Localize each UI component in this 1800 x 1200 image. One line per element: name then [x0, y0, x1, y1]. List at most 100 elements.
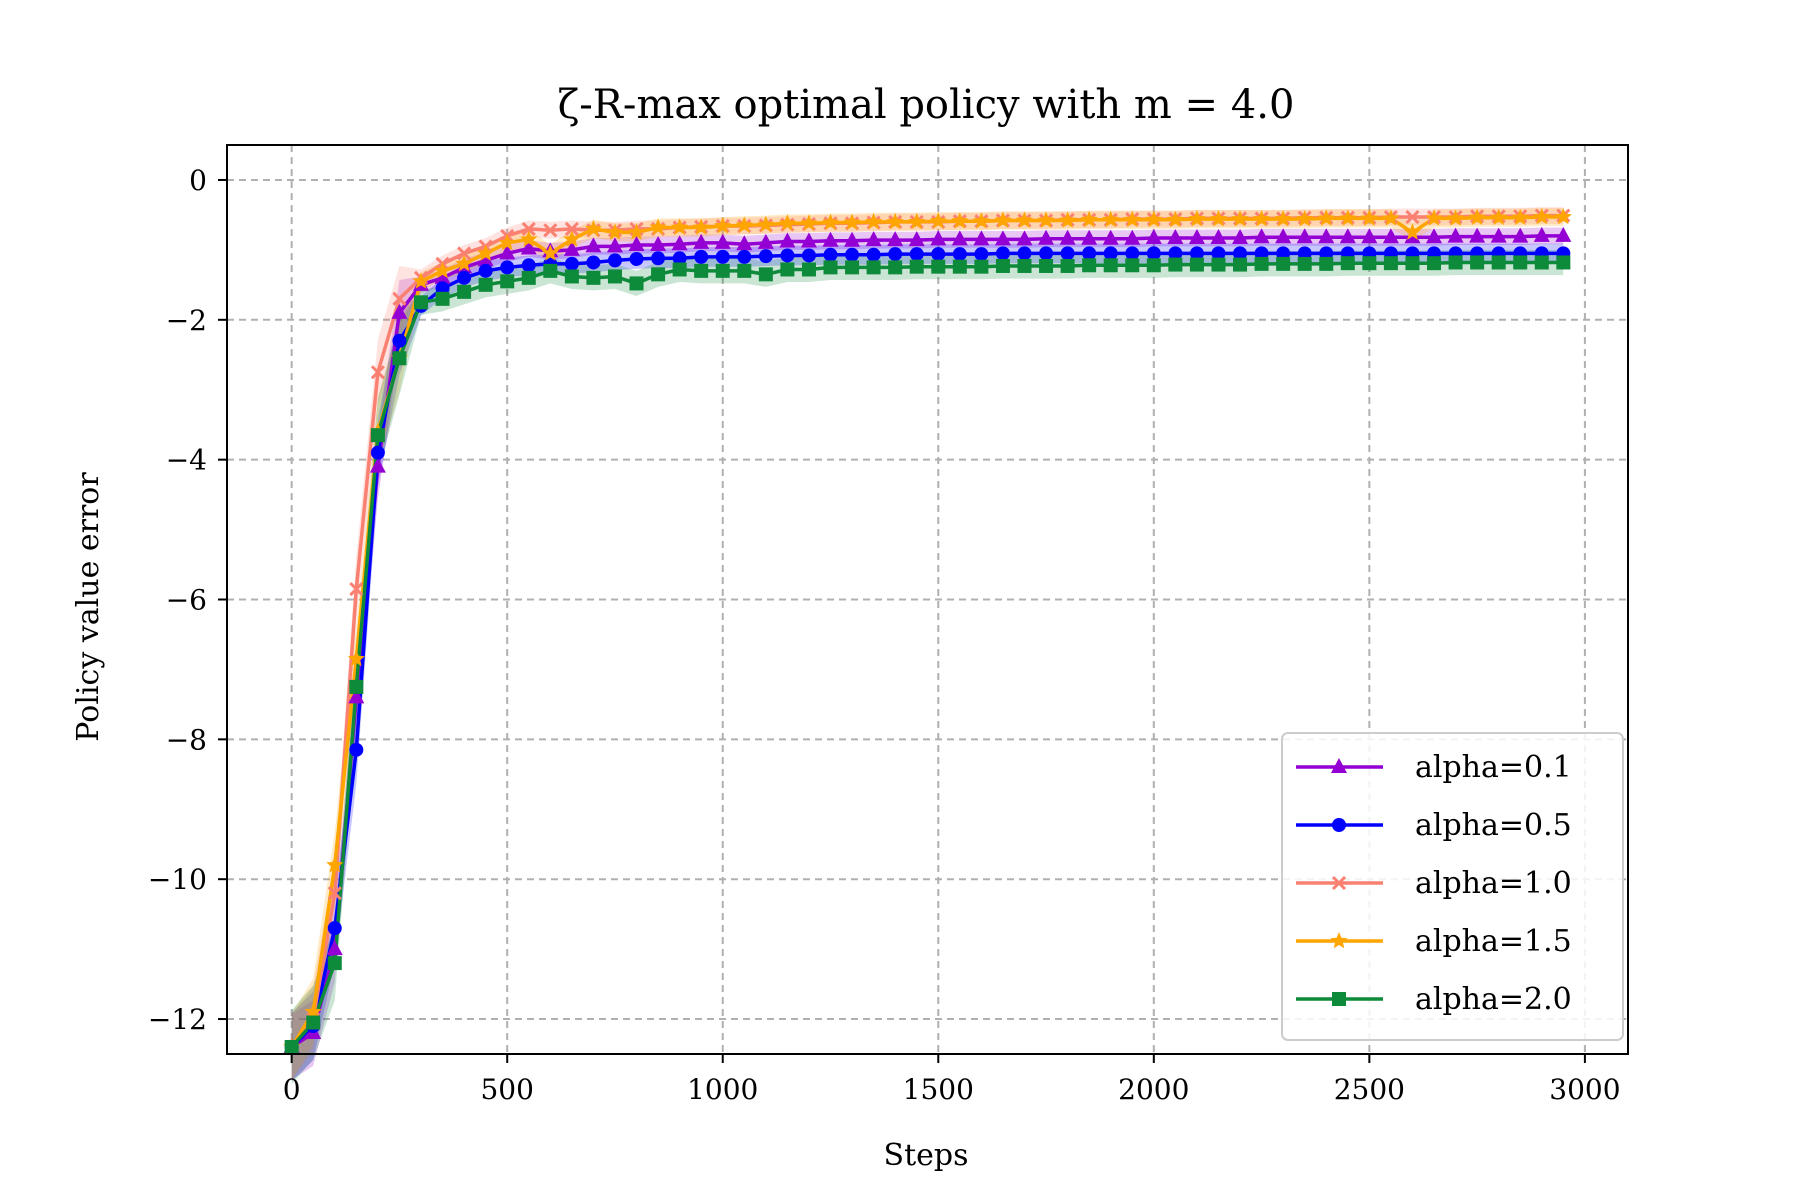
point-alpha-2-0: [974, 259, 989, 274]
point-alpha-0-5: [1039, 246, 1054, 261]
point-alpha-0-1: [844, 231, 861, 247]
point-alpha-0-5: [586, 255, 601, 270]
legend-marker-alpha-1-0: [1331, 875, 1347, 891]
legend-marker-alpha-0-5: [1332, 818, 1346, 832]
point-alpha-1-5: [1145, 210, 1163, 228]
point-alpha-2-0: [888, 260, 903, 275]
point-alpha-1-0: [349, 581, 364, 597]
point-alpha-1-5: [541, 244, 559, 261]
legend-marker-alpha-1-5: [1330, 932, 1348, 949]
x-axis-label: Steps: [884, 1138, 969, 1173]
point-alpha-2-0: [1103, 258, 1118, 273]
chart-title: ζ-R-max optimal policy with m = 4.0: [558, 82, 1295, 128]
point-alpha-0-1: [1296, 228, 1313, 244]
point-alpha-1-5: [1382, 209, 1400, 226]
point-alpha-0-1: [1253, 228, 1270, 244]
point-alpha-2-0: [1168, 257, 1183, 272]
point-alpha-1-5: [1468, 208, 1486, 225]
series-markers: [283, 208, 1572, 1055]
x-tick-label: 0: [283, 1073, 301, 1106]
point-alpha-0-5: [845, 247, 860, 262]
point-alpha-2-0: [1362, 256, 1377, 271]
point-alpha-0-1: [585, 237, 602, 253]
point-alpha-0-1: [1275, 228, 1292, 244]
x-axis-ticks: 0 500 1000 1500 2000 2500 3000: [283, 1054, 1621, 1106]
point-alpha-1-5: [1080, 210, 1098, 228]
point-alpha-0-5: [823, 247, 838, 262]
point-alpha-0-5: [521, 258, 536, 273]
point-alpha-0-1: [434, 268, 451, 284]
point-alpha-2-0: [1060, 258, 1075, 273]
point-alpha-0-5: [478, 263, 493, 278]
point-alpha-0-5: [629, 251, 644, 266]
point-alpha-0-1: [973, 230, 990, 246]
point-alpha-1-5: [865, 212, 883, 230]
point-alpha-1-5: [606, 223, 624, 240]
point-alpha-0-1: [693, 233, 710, 249]
legend-marker-alpha-0-1: [1331, 758, 1347, 773]
point-alpha-1-5: [994, 211, 1012, 228]
point-alpha-1-5: [1554, 208, 1572, 225]
y-tick-label: −10: [148, 863, 207, 896]
point-alpha-0-1: [822, 231, 839, 247]
point-alpha-1-0: [370, 365, 385, 380]
point-alpha-0-1: [779, 232, 796, 248]
point-alpha-2-0: [607, 269, 622, 284]
point-alpha-0-1: [800, 232, 817, 248]
point-alpha-1-5: [671, 218, 689, 235]
point-alpha-2-0: [952, 259, 967, 274]
point-alpha-1-5: [886, 212, 904, 230]
point-alpha-1-5: [1274, 210, 1292, 227]
point-alpha-0-1: [606, 237, 623, 253]
point-alpha-0-1: [650, 235, 667, 251]
point-alpha-0-5: [694, 249, 709, 264]
x-tick-label: 1000: [687, 1073, 758, 1106]
point-alpha-2-0: [1534, 255, 1549, 270]
point-alpha-2-0: [801, 262, 816, 277]
point-alpha-1-5: [1296, 210, 1314, 227]
point-alpha-0-5: [500, 260, 515, 275]
x-tick-label: 2000: [1118, 1073, 1189, 1106]
y-tick-label: −6: [166, 584, 207, 617]
point-alpha-0-1: [930, 230, 947, 246]
point-alpha-1-0: [543, 223, 558, 238]
point-alpha-0-1: [1102, 229, 1119, 245]
point-alpha-0-5: [651, 251, 666, 266]
point-alpha-1-0: [392, 291, 407, 306]
point-alpha-0-1: [477, 251, 494, 267]
point-alpha-2-0: [564, 269, 579, 284]
point-alpha-1-5: [563, 230, 581, 247]
point-alpha-0-1: [887, 231, 904, 247]
point-alpha-2-0: [823, 260, 838, 275]
point-alpha-1-5: [1511, 208, 1529, 225]
point-alpha-1-5: [1231, 210, 1249, 227]
point-alpha-1-5: [520, 230, 538, 247]
point-alpha-1-5: [735, 216, 753, 233]
legend-item-alpha-1-0: alpha=1.0: [1296, 866, 1572, 901]
point-alpha-0-5: [931, 247, 946, 262]
markers-alpha-2-0: [284, 255, 1571, 1055]
point-alpha-0-5: [392, 333, 407, 348]
point-alpha-2-0: [1039, 258, 1054, 273]
point-alpha-2-0: [1254, 256, 1269, 271]
point-alpha-1-0: [521, 221, 536, 236]
legend-marker-alpha-2-0: [1332, 992, 1346, 1006]
point-alpha-0-1: [628, 235, 645, 251]
point-alpha-1-5: [1425, 209, 1443, 226]
point-alpha-0-5: [607, 253, 622, 268]
point-alpha-0-5: [1017, 246, 1032, 261]
point-alpha-2-0: [1427, 256, 1442, 271]
point-alpha-0-5: [564, 256, 579, 271]
point-alpha-0-5: [715, 249, 730, 264]
point-alpha-1-5: [714, 217, 732, 234]
point-alpha-0-1: [671, 235, 688, 251]
point-alpha-0-1: [1512, 227, 1529, 243]
point-alpha-2-0: [845, 260, 860, 275]
x-tick-label: 3000: [1549, 1073, 1620, 1106]
point-alpha-2-0: [1017, 258, 1032, 273]
point-alpha-0-1: [563, 240, 580, 256]
point-alpha-0-1: [908, 231, 925, 247]
point-alpha-1-5: [1102, 210, 1120, 228]
point-alpha-2-0: [737, 263, 752, 278]
point-alpha-0-5: [327, 921, 342, 936]
